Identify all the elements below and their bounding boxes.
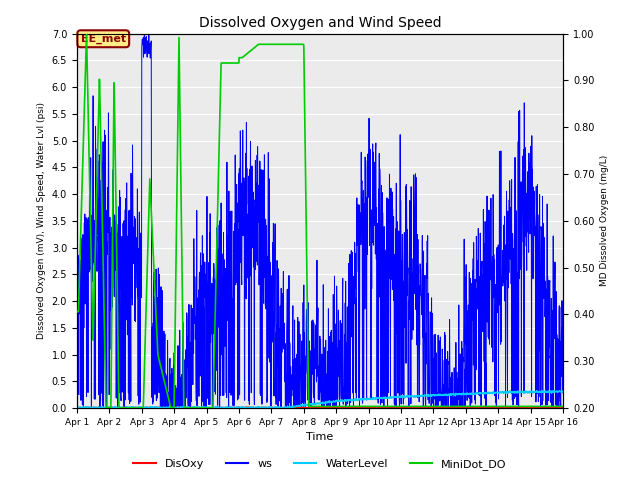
WaterLevel [99, 405, 106, 411]
MiniDot_DO [83, 31, 90, 36]
Legend: DisOxy, ws, WaterLevel, MiniDot_DO: DisOxy, ws, WaterLevel, MiniDot_DO [129, 455, 511, 474]
Title: Dissolved Oxygen and Wind Speed: Dissolved Oxygen and Wind Speed [198, 16, 442, 30]
ws [157, 405, 164, 411]
DisOxy [546, 405, 554, 410]
Text: EE_met: EE_met [81, 34, 126, 44]
MiniDot_DO [297, 41, 305, 47]
DisOxy [456, 405, 464, 410]
ws [546, 281, 554, 287]
MiniDot_DO [310, 404, 317, 409]
Line: MiniDot_DO: MiniDot_DO [77, 34, 563, 408]
DisOxy [559, 405, 567, 410]
ws [145, 32, 153, 37]
MiniDot_DO [559, 404, 567, 409]
Line: DisOxy: DisOxy [77, 407, 563, 408]
DisOxy [98, 404, 106, 410]
DisOxy [446, 404, 454, 409]
WaterLevel [456, 391, 464, 396]
DisOxy [310, 405, 317, 410]
MiniDot_DO [102, 405, 110, 411]
MiniDot_DO [456, 404, 464, 409]
X-axis label: Time: Time [307, 432, 333, 442]
ws [559, 379, 567, 385]
MiniDot_DO [545, 404, 553, 409]
ws [98, 238, 106, 243]
WaterLevel [297, 403, 305, 408]
WaterLevel [545, 389, 553, 395]
Line: WaterLevel: WaterLevel [77, 391, 563, 408]
WaterLevel [545, 389, 553, 395]
WaterLevel [73, 405, 81, 410]
DisOxy [297, 404, 305, 410]
MiniDot_DO [73, 309, 81, 314]
ws [297, 384, 305, 390]
ws [73, 285, 81, 291]
MiniDot_DO [98, 194, 106, 200]
WaterLevel [559, 388, 567, 394]
ws [310, 320, 317, 326]
Line: ws: ws [77, 35, 563, 408]
DisOxy [73, 405, 81, 410]
WaterLevel [310, 402, 317, 408]
Y-axis label: MD Dissolved Oxygen (mg/L): MD Dissolved Oxygen (mg/L) [600, 155, 609, 287]
Y-axis label: Dissolved Oxygen (mV), Wind Speed, Water Lvl (psi): Dissolved Oxygen (mV), Wind Speed, Water… [37, 102, 46, 339]
ws [545, 345, 553, 350]
WaterLevel [98, 405, 106, 410]
WaterLevel [550, 388, 557, 394]
DisOxy [545, 405, 553, 411]
ws [456, 351, 464, 357]
DisOxy [79, 405, 87, 411]
MiniDot_DO [546, 404, 554, 409]
